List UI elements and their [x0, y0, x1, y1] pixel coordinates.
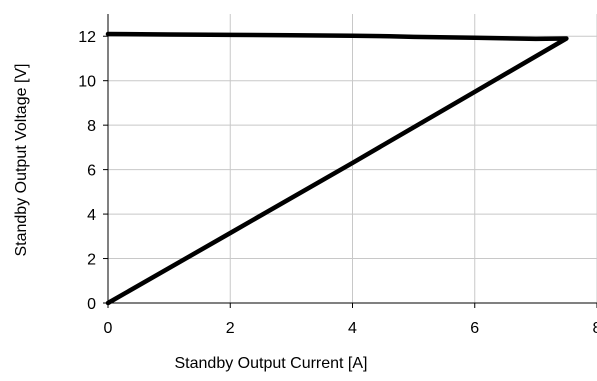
y-tick-label: 8: [87, 118, 96, 135]
y-tick-label: 4: [87, 207, 96, 224]
x-tick-label: 6: [470, 320, 479, 337]
x-axis-title: Standby Output Current [A]: [175, 355, 368, 372]
x-tick-label: 4: [348, 320, 357, 337]
x-tick-label: 8: [593, 320, 597, 337]
x-tick-label: 0: [104, 320, 113, 337]
x-tick-label: 2: [226, 320, 235, 337]
y-tick-label: 6: [87, 163, 96, 180]
y-tick-label: 10: [78, 74, 96, 91]
y-axis-title: Standby Output Voltage [V]: [13, 63, 30, 256]
series-line: [105, 31, 569, 306]
y-tick-label: 12: [78, 29, 96, 46]
series-group: [105, 31, 569, 306]
y-tick-label: 2: [87, 252, 96, 269]
tick-labels: 0 2 4 6 8 0 2 4 6 8 10 12: [78, 29, 597, 337]
y-tick-label: 0: [87, 296, 96, 313]
